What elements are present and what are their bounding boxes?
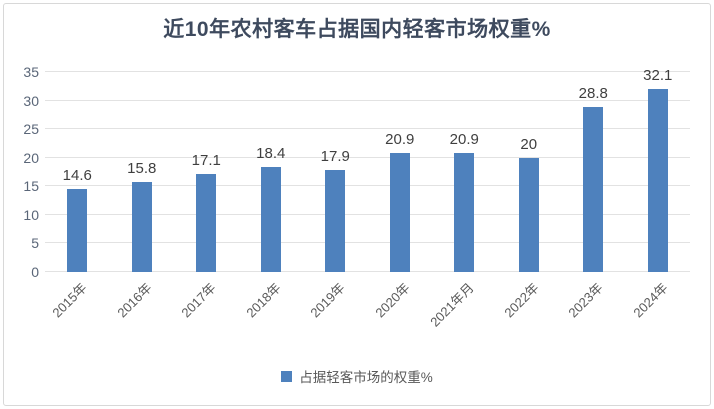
bar — [647, 88, 668, 272]
legend: 占据轻客市场的权重% — [0, 366, 714, 386]
gridline — [45, 71, 690, 72]
category-slot: 32.1 2024年 — [626, 67, 691, 321]
bar — [196, 174, 217, 272]
legend-label: 占据轻客市场的权重% — [299, 370, 433, 385]
bar-value-label: 20.9 — [385, 130, 415, 148]
category-slot: 17.1 2017年 — [174, 72, 239, 320]
bar-value-label: 18.4 — [256, 144, 286, 162]
legend-swatch-icon — [281, 370, 293, 382]
category-slot: 20.9 2021年月 — [428, 72, 497, 330]
y-axis-tick-label: 15 — [23, 178, 39, 195]
chart-title: 近10年农村客车占据国内轻客市场权重% — [163, 18, 551, 41]
bar-value-label: 14.6 — [62, 166, 92, 184]
bar — [389, 152, 410, 272]
bar — [67, 188, 88, 272]
y-axis-tick-label: 30 — [23, 92, 39, 109]
bar — [325, 169, 346, 272]
y-axis-tick-label: 0 — [31, 264, 39, 280]
bar-value-label: 15.8 — [127, 159, 157, 177]
category-slot: 14.6 2015年 — [45, 72, 110, 321]
y-axis-tick-label: 10 — [23, 206, 39, 223]
gridline — [45, 271, 690, 272]
category-slot: 18.4 2018年 — [239, 72, 304, 321]
y-axis-tick-label: 25 — [23, 121, 39, 138]
y-axis-tick-label: 35 — [23, 64, 39, 80]
bar-value-label: 32.1 — [643, 66, 673, 84]
bar — [260, 166, 281, 272]
category-slot: 15.8 2016年 — [110, 72, 175, 321]
bar-value-label: 20.9 — [449, 130, 479, 148]
bar — [454, 152, 475, 272]
bar — [583, 107, 604, 272]
y-axis-tick-label: 20 — [23, 149, 39, 166]
category-slot: 28.8 2023年 — [561, 72, 626, 320]
gridline — [45, 156, 690, 158]
category-slot: 17.9 2019年 — [303, 72, 368, 321]
bar-value-label: 28.8 — [578, 85, 608, 103]
bar-value-label: 17.1 — [191, 152, 221, 170]
gridline — [45, 242, 690, 244]
gridline — [45, 213, 690, 215]
gridline — [45, 128, 690, 130]
gridline — [45, 185, 690, 187]
category-slot: 20.9 2020年 — [368, 72, 433, 321]
bar — [131, 181, 152, 272]
plot-area: 14.6 2015年 15.8 2016年 17.1 2017年 18.4 2018年 17.9… — [45, 67, 691, 330]
y-axis-tick-label: 5 — [31, 235, 39, 252]
bar-value-label: 20 — [520, 135, 538, 153]
bar — [518, 157, 539, 272]
category-slot: 20 2022年 — [497, 72, 562, 321]
gridline — [45, 99, 690, 101]
bar-value-label: 17.9 — [320, 147, 350, 165]
